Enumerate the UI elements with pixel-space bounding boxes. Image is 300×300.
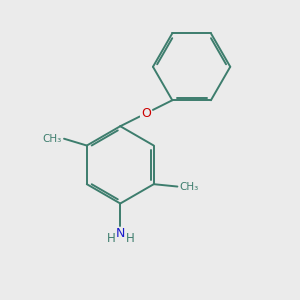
Text: CH₃: CH₃	[180, 182, 199, 191]
Text: CH₃: CH₃	[42, 134, 62, 144]
Text: H: H	[106, 232, 115, 245]
Text: N: N	[116, 227, 125, 240]
Text: H: H	[125, 232, 134, 245]
Text: O: O	[141, 107, 151, 120]
